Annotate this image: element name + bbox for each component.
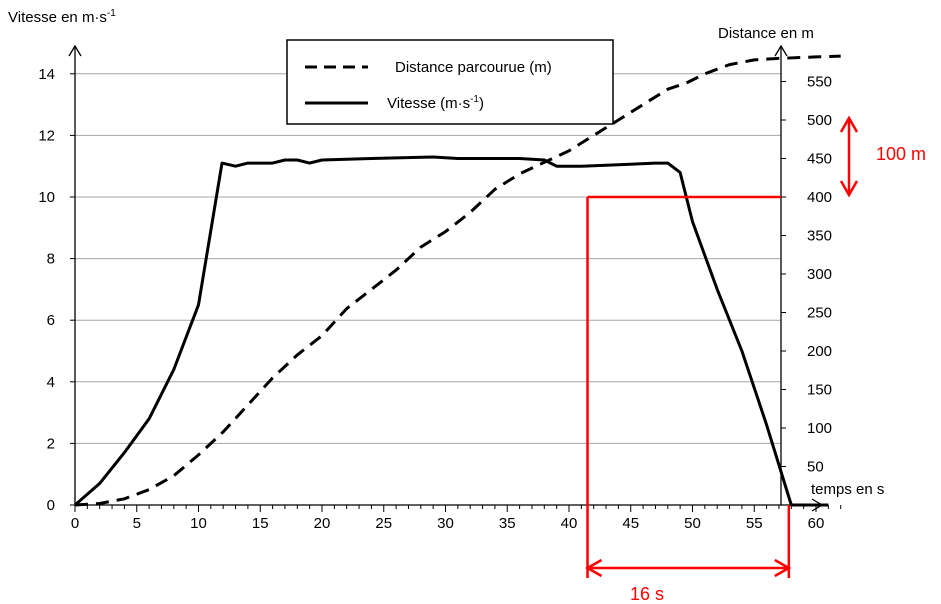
y-right-axis-arrow	[774, 44, 788, 57]
x-axis-title: temps en s	[811, 481, 884, 498]
y-right-tick-label: 200	[807, 343, 832, 360]
legend-speed-close: )	[479, 95, 484, 112]
y-right-tick-label: 100	[807, 420, 832, 437]
y-left-axis-title-main: Vitesse en m·s	[8, 9, 107, 26]
x-tick-label: 40	[561, 515, 578, 532]
y-right-tick-label: 300	[807, 266, 832, 283]
y-left-tick-label: 4	[47, 374, 55, 391]
y-left-tick-label: 8	[47, 251, 55, 268]
x-tick-label: 15	[252, 515, 269, 532]
y-right-tick-label: 150	[807, 382, 832, 399]
distance-annotation-label: 100 m	[876, 144, 926, 164]
y-left-tick-label: 2	[47, 435, 55, 452]
x-tick-label: 50	[684, 515, 701, 532]
distance-span-arrowhead-bottom	[839, 180, 859, 198]
x-tick-label: 25	[375, 515, 392, 532]
x-tick-label: 45	[622, 515, 639, 532]
grid-lines	[75, 73, 781, 444]
y-left-tick-label: 10	[38, 189, 55, 206]
series	[74, 54, 841, 507]
legend-speed-sup: -1	[470, 94, 479, 105]
legend-speed-main: Vitesse (m·s	[387, 95, 470, 112]
y-right-tick-label: 350	[807, 228, 832, 245]
legend-speed-label: Vitesse (m·s-1)	[387, 94, 484, 112]
distance-series-line	[74, 54, 841, 507]
time-annotation-label: 16 s	[630, 584, 664, 604]
x-tick-label: 10	[190, 515, 207, 532]
y-left-tick-label: 6	[47, 312, 55, 329]
x-tick-label: 60	[808, 515, 825, 532]
y-left-axis-title-sup: -1	[107, 8, 116, 19]
x-tick-label: 35	[499, 515, 516, 532]
legend-distance-label: Distance parcourue (m)	[395, 59, 552, 76]
legend: Distance parcourue (m) Vitesse (m·s-1)	[286, 39, 614, 125]
y-right-tick-label: 250	[807, 305, 832, 322]
y-left-axis-arrow	[68, 44, 82, 57]
y-left-tick-label: 0	[47, 497, 55, 514]
x-tick-label: 20	[314, 515, 331, 532]
time-span-arrowhead-left	[585, 558, 603, 578]
annotation-marks	[585, 115, 859, 578]
speed-series-line	[74, 155, 829, 507]
y-right-tick-label: 550	[807, 74, 832, 91]
y-right-tick-label: 500	[807, 112, 832, 129]
y-left-tick-label: 14	[38, 66, 55, 83]
y-right-axis-title: Distance en m	[718, 25, 814, 42]
distance-span-arrowhead-top	[839, 115, 859, 133]
x-tick-label: 55	[746, 515, 763, 532]
tick-labels: 0 5 10 15 20 25 30 35 40 45 50 55 60 0 2 4 6 8 10 12 14 50 100…	[38, 66, 832, 532]
y-right-tick-label: 400	[807, 189, 832, 206]
time-span-arrowhead-right	[774, 558, 792, 578]
y-left-axis-title: Vitesse en m·s-1	[8, 8, 116, 26]
y-right-tick-label: 450	[807, 151, 832, 168]
y-right-tick-label: 50	[807, 459, 824, 476]
x-tick-label: 0	[71, 515, 79, 532]
legend-box	[286, 39, 614, 125]
x-tick-label: 5	[133, 515, 141, 532]
y-left-tick-label: 12	[38, 127, 55, 144]
x-tick-label: 30	[437, 515, 454, 532]
